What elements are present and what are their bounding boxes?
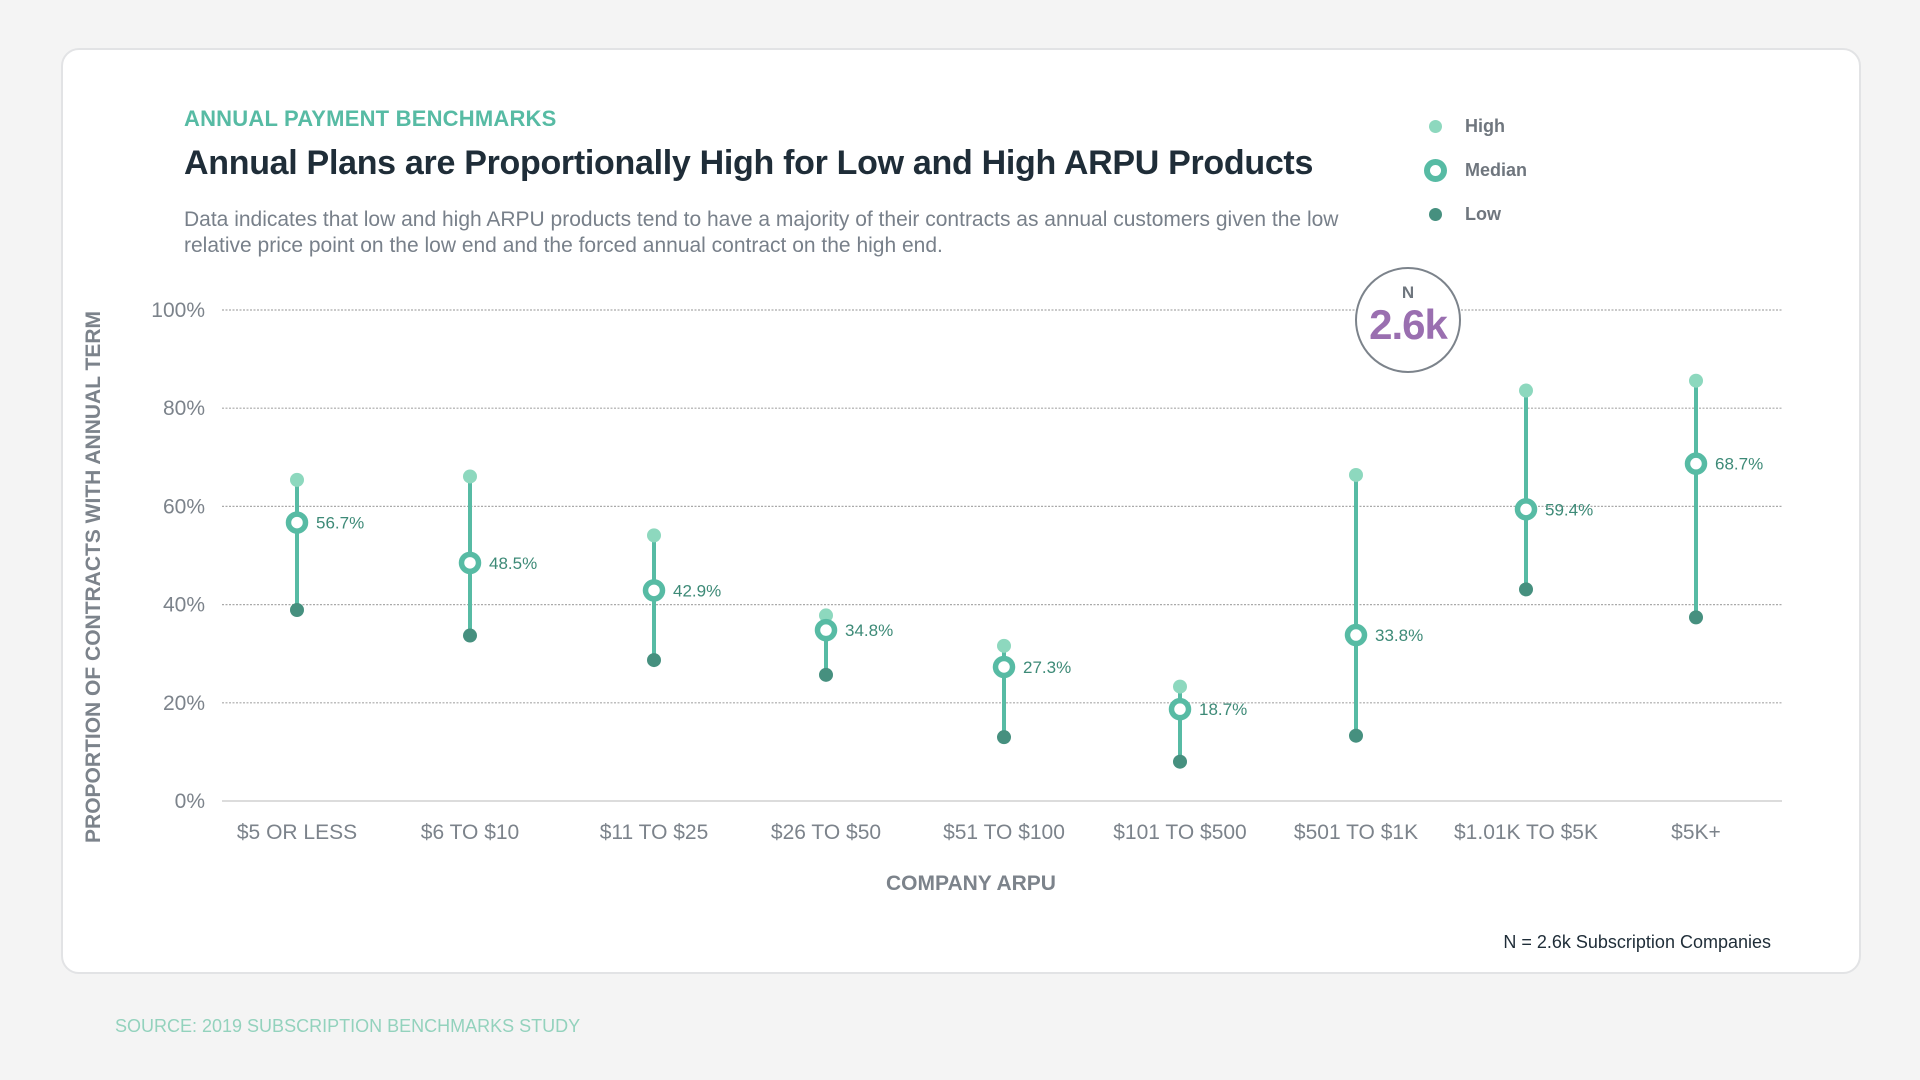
high-point (1689, 373, 1703, 388)
category-range-group: 33.8% (1344, 467, 1423, 743)
median-point (1344, 623, 1368, 647)
high-point (997, 638, 1011, 653)
x-tick-label: $11 TO $25 (600, 821, 709, 844)
y-tick-label: 80% (163, 397, 205, 420)
source-note: SOURCE: 2019 SUBSCRIPTION BENCHMARKS STU… (115, 1016, 581, 1036)
median-value-label: 48.5% (489, 554, 537, 573)
legend-label-low: Low (1465, 203, 1501, 224)
sample-size-label: N (1401, 283, 1415, 302)
category-range-group: 59.4% (1514, 383, 1593, 597)
median-point (992, 655, 1016, 679)
median-point (458, 551, 482, 575)
y-tick-labels: 0% 20% 40% 60% 80% 100% (151, 299, 205, 813)
low-dot-icon (1420, 199, 1450, 229)
median-point (1168, 697, 1192, 721)
legend-item-median: Median (1420, 155, 1527, 185)
footnote: N = 2.6k Subscription Companies (1503, 932, 1771, 952)
gridlines (222, 309, 1782, 802)
low-point (1689, 610, 1703, 625)
category-range-group: 68.7% (1684, 373, 1763, 625)
median-value-label: 59.4% (1545, 500, 1593, 519)
x-tick-label: $5K+ (1671, 821, 1721, 844)
chart-title: Annual Plans are Proportionally High for… (184, 144, 1314, 182)
chart-kicker: ANNUAL PAYMENT BENCHMARKS (184, 106, 557, 131)
median-value-label: 34.8% (845, 621, 893, 640)
category-range-group: 18.7% (1168, 679, 1247, 769)
high-point (647, 528, 661, 543)
low-point (1173, 754, 1187, 769)
data-marks: 56.7% 48.5% 42.9% 34.8% 27.3% 18.7% 33.8% 59.4%… (285, 373, 1763, 769)
median-point (642, 579, 666, 602)
median-point (285, 511, 309, 534)
low-point (1519, 582, 1533, 597)
x-axis-title: COMPANY ARPU (886, 872, 1056, 895)
x-tick-label: $6 TO $10 (421, 821, 519, 844)
median-value-label: 33.8% (1375, 626, 1423, 645)
high-point (1173, 679, 1187, 694)
x-tick-label: $501 TO $1K (1294, 821, 1418, 844)
median-point (1514, 498, 1538, 521)
low-point (997, 730, 1011, 745)
sample-size-badge: N 2.6k (1355, 267, 1461, 373)
y-tick-label: 60% (163, 495, 205, 518)
x-tick-label: $51 TO $100 (943, 821, 1065, 844)
high-dot-icon (1420, 111, 1450, 141)
legend-item-high: High (1420, 111, 1505, 141)
chart-card (61, 48, 1861, 974)
y-tick-label: 100% (151, 299, 205, 322)
low-point (1349, 728, 1363, 743)
legend-item-low: Low (1420, 199, 1501, 229)
high-point (290, 472, 304, 487)
y-tick-label: 20% (163, 692, 205, 715)
category-range-group: 48.5% (458, 469, 537, 643)
high-point (1349, 467, 1363, 482)
category-range-group: 27.3% (992, 638, 1071, 745)
category-range-group: 34.8% (814, 608, 893, 682)
category-range-group: 56.7% (285, 472, 364, 618)
y-axis-title: PROPORTION OF CONTRACTS WITH ANNUAL TERM (82, 311, 105, 843)
median-point (814, 618, 838, 642)
low-point (463, 628, 477, 643)
low-point (819, 667, 833, 682)
median-point (1684, 452, 1708, 475)
high-point (819, 608, 833, 623)
median-value-label: 18.7% (1199, 700, 1247, 719)
median-value-label: 56.7% (316, 514, 364, 533)
x-tick-label: $1.01K TO $5K (1454, 821, 1598, 844)
sample-size-value: 2.6k (1369, 301, 1448, 348)
y-tick-label: 40% (163, 594, 205, 617)
category-range-group: 42.9% (642, 528, 721, 668)
legend-label-median: Median (1465, 159, 1528, 180)
median-value-label: 27.3% (1023, 658, 1071, 677)
high-point (463, 469, 477, 484)
y-tick-label: 0% (175, 790, 205, 813)
x-tick-label: $5 OR LESS (237, 821, 357, 844)
median-value-label: 68.7% (1715, 455, 1763, 474)
high-point (1519, 383, 1533, 398)
x-tick-label: $26 TO $50 (771, 821, 881, 844)
x-tick-label: $101 TO $500 (1113, 821, 1247, 844)
chart-subtitle: Data indicates that low and high ARPU pr… (184, 208, 1339, 257)
x-tick-labels: $5 OR LESS $6 TO $10 $11 TO $25 $26 TO $50 $… (237, 821, 1721, 844)
legend-label-high: High (1465, 115, 1505, 136)
median-value-label: 42.9% (673, 581, 721, 600)
low-point (647, 653, 661, 668)
low-point (290, 603, 304, 618)
median-ring-icon (1420, 155, 1450, 185)
